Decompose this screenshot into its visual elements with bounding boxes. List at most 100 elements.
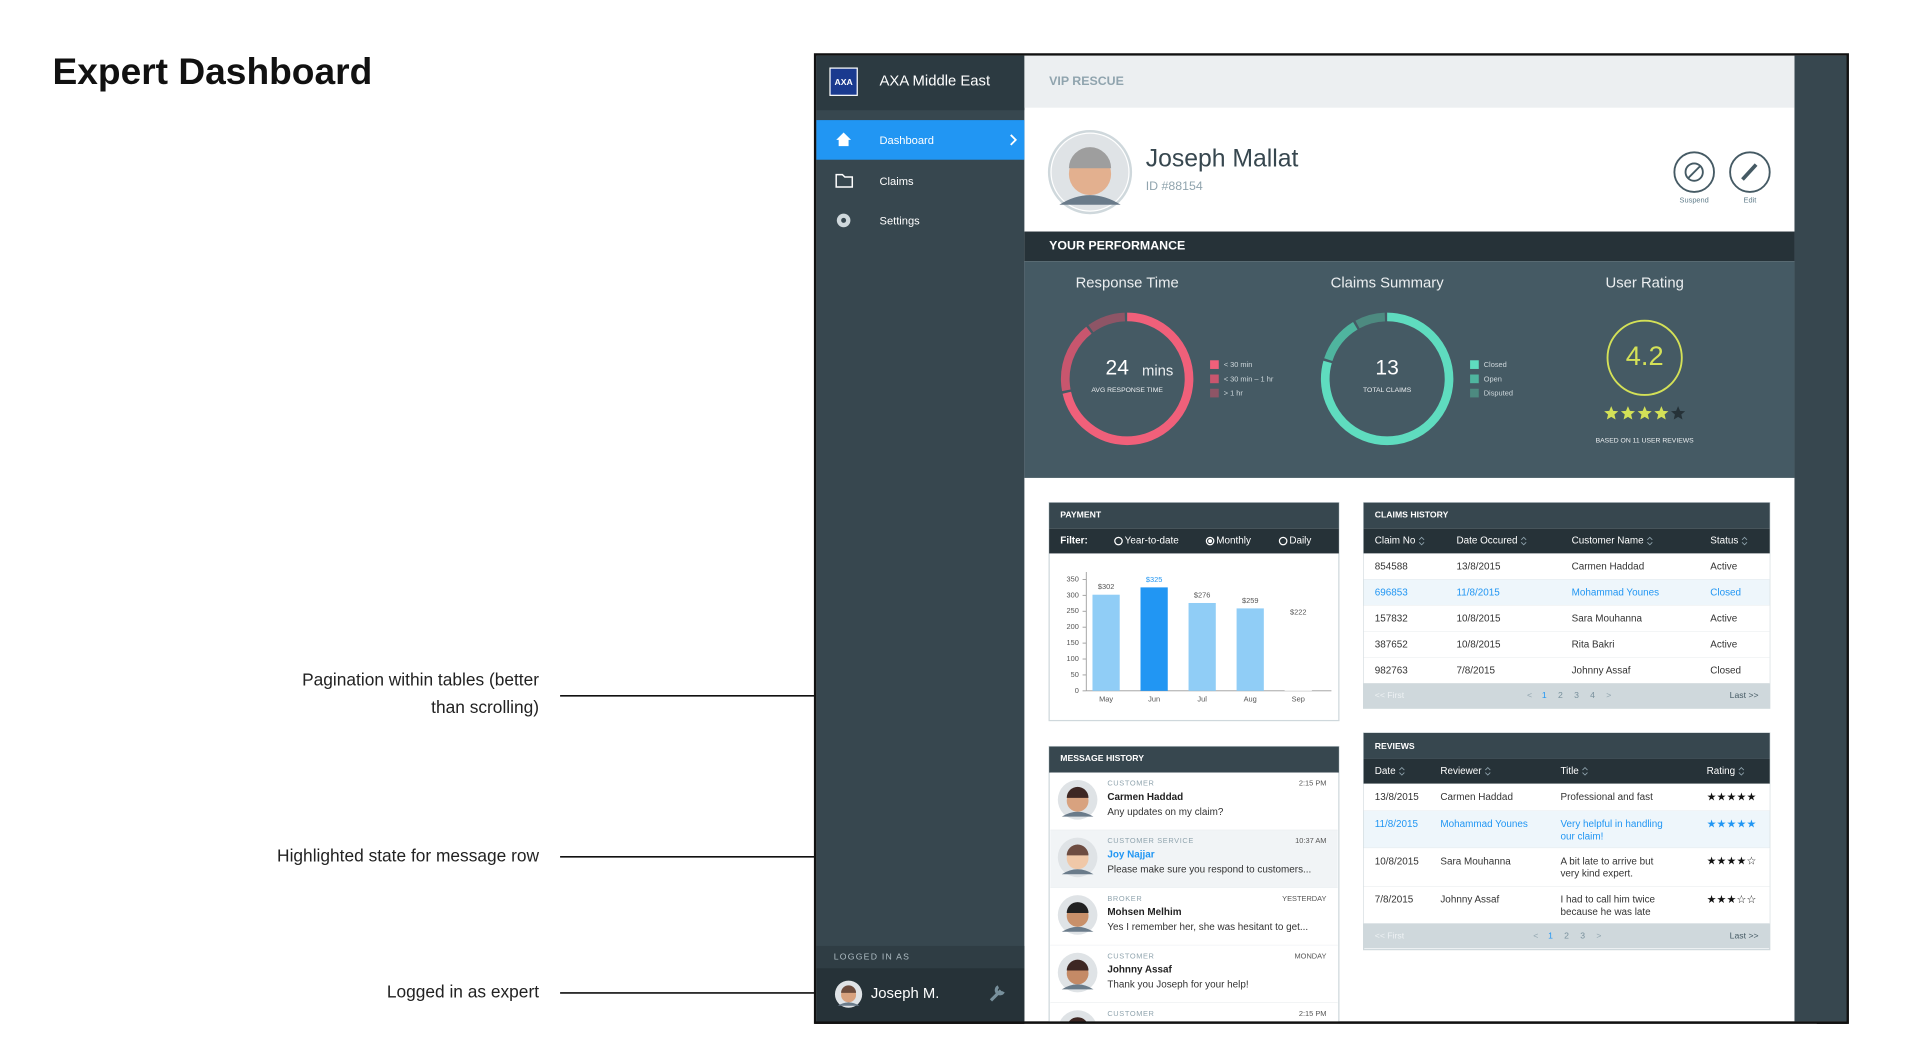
- table-row[interactable]: [1363, 886, 1770, 924]
- filter-radio[interactable]: [1114, 536, 1123, 546]
- message-time: 2:15 PM: [1299, 1009, 1327, 1018]
- avatar-shirt: [1061, 984, 1094, 990]
- pagination-first[interactable]: << First: [1375, 690, 1405, 700]
- card-title: PAYMENT: [1060, 509, 1102, 519]
- nav-label[interactable]: Claims: [880, 176, 914, 188]
- nav-item[interactable]: [835, 173, 854, 188]
- suspend-icon: [1684, 162, 1704, 182]
- star: [1604, 406, 1619, 420]
- annotation: Highlighted state for message row: [277, 845, 539, 865]
- legend-label: Closed: [1484, 360, 1507, 369]
- home-icon: [836, 132, 852, 147]
- table-cell: Carmen Haddad: [1440, 792, 1513, 803]
- column-header-label[interactable]: Claim No: [1375, 536, 1416, 547]
- filter-radio[interactable]: [1278, 536, 1288, 546]
- gear-hole: [841, 217, 847, 223]
- pagination-bar: [1363, 923, 1770, 949]
- message-row-bg: [1050, 830, 1338, 888]
- table-cell: 7/8/2015: [1375, 895, 1414, 906]
- rating-stars: ★★★★★: [1707, 791, 1757, 803]
- performance-title-bar: [1024, 231, 1795, 262]
- column-header-label[interactable]: Date: [1375, 766, 1396, 777]
- column-header-label[interactable]: Rating: [1707, 766, 1736, 777]
- legend-label: < 30 min – 1 hr: [1224, 374, 1274, 383]
- table-cell: 387652: [1375, 640, 1408, 651]
- table-cell: 13/8/2015: [1456, 562, 1501, 573]
- table-cell: Active: [1710, 614, 1737, 625]
- card-header: [1363, 502, 1770, 529]
- filter-option: Daily: [1289, 536, 1311, 547]
- x-tick-label: Sep: [1292, 694, 1305, 703]
- pagination-next[interactable]: >: [1596, 930, 1601, 940]
- pagination-page[interactable]: 2: [1558, 690, 1563, 700]
- message-time: MONDAY: [1295, 951, 1327, 960]
- logo: [829, 67, 858, 96]
- kpi-title: Claims Summary: [1331, 275, 1445, 291]
- avatar-shirt: [1061, 811, 1094, 817]
- sort-icon: [1418, 536, 1425, 546]
- nav-chevron: [1010, 134, 1018, 146]
- header: [1024, 55, 1795, 108]
- table-cell: 7/8/2015: [1456, 666, 1495, 677]
- table-cell: Very helpful in handling: [1560, 819, 1662, 830]
- table-row[interactable]: [1363, 605, 1770, 632]
- x-tick-label: Jul: [1197, 694, 1207, 703]
- table-row[interactable]: [1363, 579, 1770, 606]
- column-header-label[interactable]: Customer Name: [1572, 536, 1645, 547]
- x-tick-label: Jun: [1148, 694, 1160, 703]
- message-sender: Carmen Haddad: [1107, 792, 1183, 803]
- pagination-bar: [1363, 683, 1770, 709]
- card-header: [1049, 502, 1339, 529]
- table-cell: Mohammad Younes: [1572, 588, 1659, 599]
- sort-icon: [1647, 536, 1653, 546]
- pagination-prev[interactable]: <: [1533, 930, 1538, 940]
- column-header-label[interactable]: Reviewer: [1440, 766, 1482, 777]
- filter-option: Year-to-date: [1125, 536, 1180, 547]
- message-time: YESTERDAY: [1282, 894, 1326, 903]
- message-text: Any updates on my claim?: [1107, 807, 1223, 818]
- pagination-page[interactable]: 2: [1564, 930, 1569, 940]
- sort-icon: [1741, 536, 1748, 546]
- nav-label[interactable]: Settings: [880, 216, 921, 228]
- filter-radio[interactable]: [1205, 536, 1215, 546]
- nav-item[interactable]: [836, 132, 852, 147]
- table-cell: I had to call him twice: [1560, 895, 1655, 906]
- column-header-label[interactable]: Title: [1560, 766, 1579, 777]
- table-row[interactable]: [1363, 810, 1770, 849]
- nav-label[interactable]: Dashboard: [880, 135, 934, 147]
- table-row[interactable]: [1363, 553, 1770, 580]
- pagination-prev[interactable]: <: [1527, 690, 1532, 700]
- table-cell: Rita Bakri: [1572, 640, 1615, 651]
- logged-in-bar: [816, 945, 1025, 969]
- pagination-page[interactable]: 3: [1574, 690, 1579, 700]
- pagination-page[interactable]: 1: [1542, 690, 1547, 700]
- pagination-next[interactable]: >: [1606, 690, 1611, 700]
- message-text: Please make sure you respond to customer…: [1107, 864, 1311, 875]
- table-row[interactable]: [1363, 783, 1770, 811]
- table-row[interactable]: [1363, 657, 1770, 684]
- pagination-page[interactable]: 4: [1590, 690, 1595, 700]
- donut-segment: [1060, 312, 1194, 446]
- legend-swatch: [1470, 388, 1479, 398]
- y-tick-label: 0: [1075, 686, 1079, 695]
- legend-swatch: [1470, 360, 1479, 369]
- action-label: Edit: [1744, 196, 1757, 205]
- column-header-label[interactable]: Status: [1710, 536, 1738, 547]
- message-row-bg: [1050, 945, 1338, 1003]
- pagination-first[interactable]: << First: [1375, 930, 1405, 940]
- pagination-page[interactable]: 3: [1580, 930, 1585, 940]
- kpi-title: Response Time: [1076, 275, 1179, 291]
- table-row[interactable]: [1363, 848, 1770, 887]
- table-row[interactable]: [1363, 631, 1770, 658]
- y-tick-label: 300: [1066, 590, 1078, 599]
- bar: [1140, 587, 1168, 691]
- pagination-page[interactable]: 1: [1548, 930, 1553, 940]
- message-role: CUSTOMER: [1107, 1009, 1154, 1018]
- column-header-label[interactable]: Date Occured: [1456, 536, 1517, 547]
- pagination-last[interactable]: Last >>: [1730, 930, 1759, 940]
- y-tick-label: 200: [1066, 622, 1078, 631]
- message-row-bg: [1050, 887, 1338, 946]
- wrench-icon: [989, 985, 1005, 1002]
- kpi-value: 24: [1106, 357, 1130, 380]
- pagination-last[interactable]: Last >>: [1730, 690, 1759, 700]
